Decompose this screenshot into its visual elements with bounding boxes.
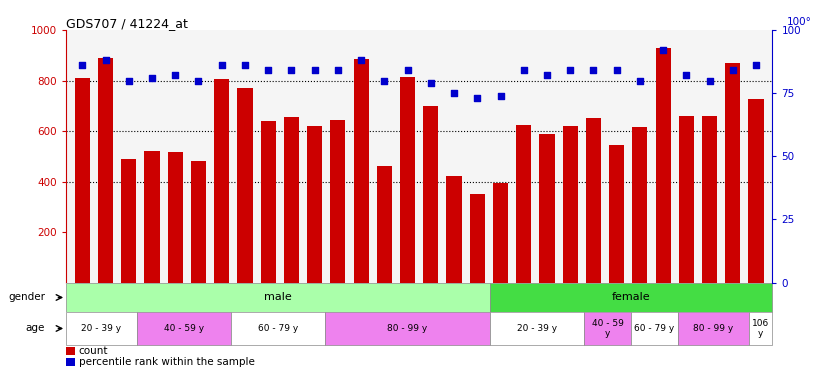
Point — [448, 90, 461, 96]
Bar — [749, 312, 772, 345]
Bar — [145, 151, 159, 282]
Point — [331, 68, 344, 74]
Text: 60 - 79 y: 60 - 79 y — [258, 324, 298, 333]
Point — [471, 95, 484, 101]
Bar — [121, 159, 136, 282]
Point — [285, 68, 298, 74]
Bar — [631, 312, 678, 345]
Point — [145, 75, 159, 81]
Point — [563, 68, 577, 74]
Text: male: male — [264, 292, 292, 303]
Point — [657, 47, 670, 53]
Bar — [609, 145, 624, 282]
Point — [308, 68, 321, 74]
Bar — [66, 347, 74, 355]
Text: gender: gender — [8, 292, 45, 303]
Text: 106
y: 106 y — [752, 319, 769, 338]
Bar — [191, 161, 206, 282]
Point — [517, 68, 530, 74]
Bar — [470, 194, 485, 282]
Bar — [447, 177, 462, 282]
Point — [122, 78, 135, 84]
Bar — [66, 282, 490, 312]
Bar — [137, 312, 231, 345]
Point — [425, 80, 438, 86]
Bar — [377, 166, 392, 282]
Text: 40 - 59 y: 40 - 59 y — [164, 324, 204, 333]
Point — [680, 72, 693, 78]
Point — [401, 68, 414, 74]
Bar — [678, 312, 749, 345]
Bar — [231, 312, 325, 345]
Bar — [400, 77, 415, 282]
Point — [586, 68, 600, 74]
Bar — [563, 126, 577, 282]
Bar — [307, 126, 322, 282]
Bar — [214, 79, 230, 282]
Bar — [586, 118, 601, 282]
Point — [610, 68, 624, 74]
Bar — [656, 48, 671, 282]
Bar — [490, 312, 584, 345]
Text: 80 - 99 y: 80 - 99 y — [693, 324, 733, 333]
Bar — [168, 153, 183, 282]
Bar — [702, 116, 717, 282]
Point — [239, 62, 252, 68]
Point — [192, 78, 205, 84]
Bar — [584, 312, 631, 345]
Text: age: age — [26, 324, 45, 333]
Text: 80 - 99 y: 80 - 99 y — [387, 324, 428, 333]
Bar — [679, 116, 694, 282]
Bar — [633, 127, 648, 282]
Bar — [725, 63, 740, 282]
Text: female: female — [612, 292, 650, 303]
Text: percentile rank within the sample: percentile rank within the sample — [78, 357, 254, 368]
Bar — [539, 134, 554, 282]
Bar — [423, 106, 439, 282]
Point — [703, 78, 716, 84]
Bar — [354, 59, 368, 282]
Point — [169, 72, 182, 78]
Point — [262, 68, 275, 74]
Bar — [516, 125, 531, 282]
Point — [749, 62, 762, 68]
Bar — [493, 183, 508, 282]
Point — [377, 78, 391, 84]
Bar — [325, 312, 490, 345]
Bar — [75, 78, 90, 282]
Point — [76, 62, 89, 68]
Point — [99, 57, 112, 63]
Point — [634, 78, 647, 84]
Text: 100°: 100° — [786, 18, 811, 27]
Point — [215, 62, 228, 68]
Point — [354, 57, 368, 63]
Text: 60 - 79 y: 60 - 79 y — [634, 324, 675, 333]
Text: 20 - 39 y: 20 - 39 y — [81, 324, 121, 333]
Bar — [748, 99, 763, 282]
Bar — [261, 121, 276, 282]
Bar — [330, 120, 345, 282]
Point — [494, 93, 507, 99]
Text: count: count — [78, 346, 108, 356]
Bar — [237, 88, 253, 282]
Text: GDS707 / 41224_at: GDS707 / 41224_at — [66, 17, 188, 30]
Bar — [490, 282, 772, 312]
Text: 20 - 39 y: 20 - 39 y — [517, 324, 557, 333]
Text: 40 - 59
y: 40 - 59 y — [591, 319, 624, 338]
Point — [540, 72, 553, 78]
Point — [726, 68, 739, 74]
Bar — [284, 117, 299, 282]
Bar — [66, 358, 74, 366]
Bar — [66, 312, 137, 345]
Bar — [98, 58, 113, 282]
